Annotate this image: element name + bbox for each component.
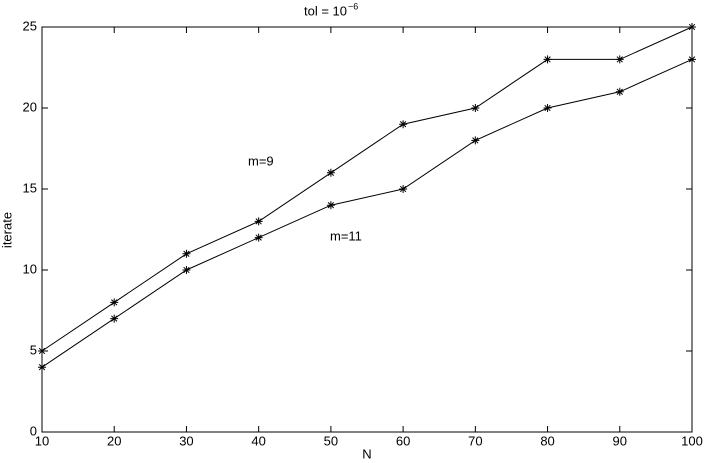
plot-frame: [41, 26, 693, 433]
point-marker: [110, 298, 119, 307]
point-marker: [254, 217, 263, 226]
x-tick-label: 10: [35, 433, 49, 448]
y-tick-label: 5: [30, 342, 37, 357]
series-annotation: m=11: [330, 228, 362, 243]
point-marker: [615, 55, 624, 64]
point-marker: [615, 87, 624, 96]
y-tick-label: 0: [30, 423, 37, 438]
point-marker: [254, 233, 263, 242]
x-tick-label: 30: [179, 433, 193, 448]
x-tick-label: 20: [107, 433, 121, 448]
x-tick-label: 50: [324, 433, 338, 448]
x-tick-label: 100: [681, 433, 703, 448]
chart-title-superscript: −6: [348, 1, 358, 11]
y-tick-label: 10: [23, 261, 37, 276]
x-tick-label: 80: [540, 433, 554, 448]
point-marker: [399, 185, 408, 193]
x-tick-label: 90: [613, 433, 627, 448]
y-tick-label: 15: [23, 180, 37, 195]
point-marker: [688, 23, 696, 31]
point-marker: [471, 104, 480, 112]
point-marker: [399, 120, 408, 129]
point-marker: [471, 136, 480, 145]
series-line: [41, 58, 693, 368]
point-marker: [326, 201, 335, 210]
x-axis-label: N: [362, 446, 371, 461]
point-marker: [110, 314, 119, 323]
point-marker: [38, 363, 46, 372]
point-marker: [182, 266, 191, 274]
x-tick-label: 70: [468, 433, 482, 448]
y-tick-label: 25: [23, 18, 37, 33]
point-marker: [543, 55, 552, 64]
x-tick-label: 40: [251, 433, 265, 448]
x-tick-label: 60: [396, 433, 410, 448]
point-marker: [182, 249, 191, 258]
point-marker: [543, 104, 552, 112]
point-marker: [326, 168, 335, 177]
point-marker: [38, 347, 46, 355]
series-annotation: m=9: [248, 153, 274, 168]
series-line: [41, 26, 693, 352]
chart-title: tol = 10: [304, 3, 347, 18]
y-tick-label: 20: [23, 99, 37, 114]
point-marker: [688, 55, 696, 64]
y-axis-label: iterate: [0, 212, 14, 248]
